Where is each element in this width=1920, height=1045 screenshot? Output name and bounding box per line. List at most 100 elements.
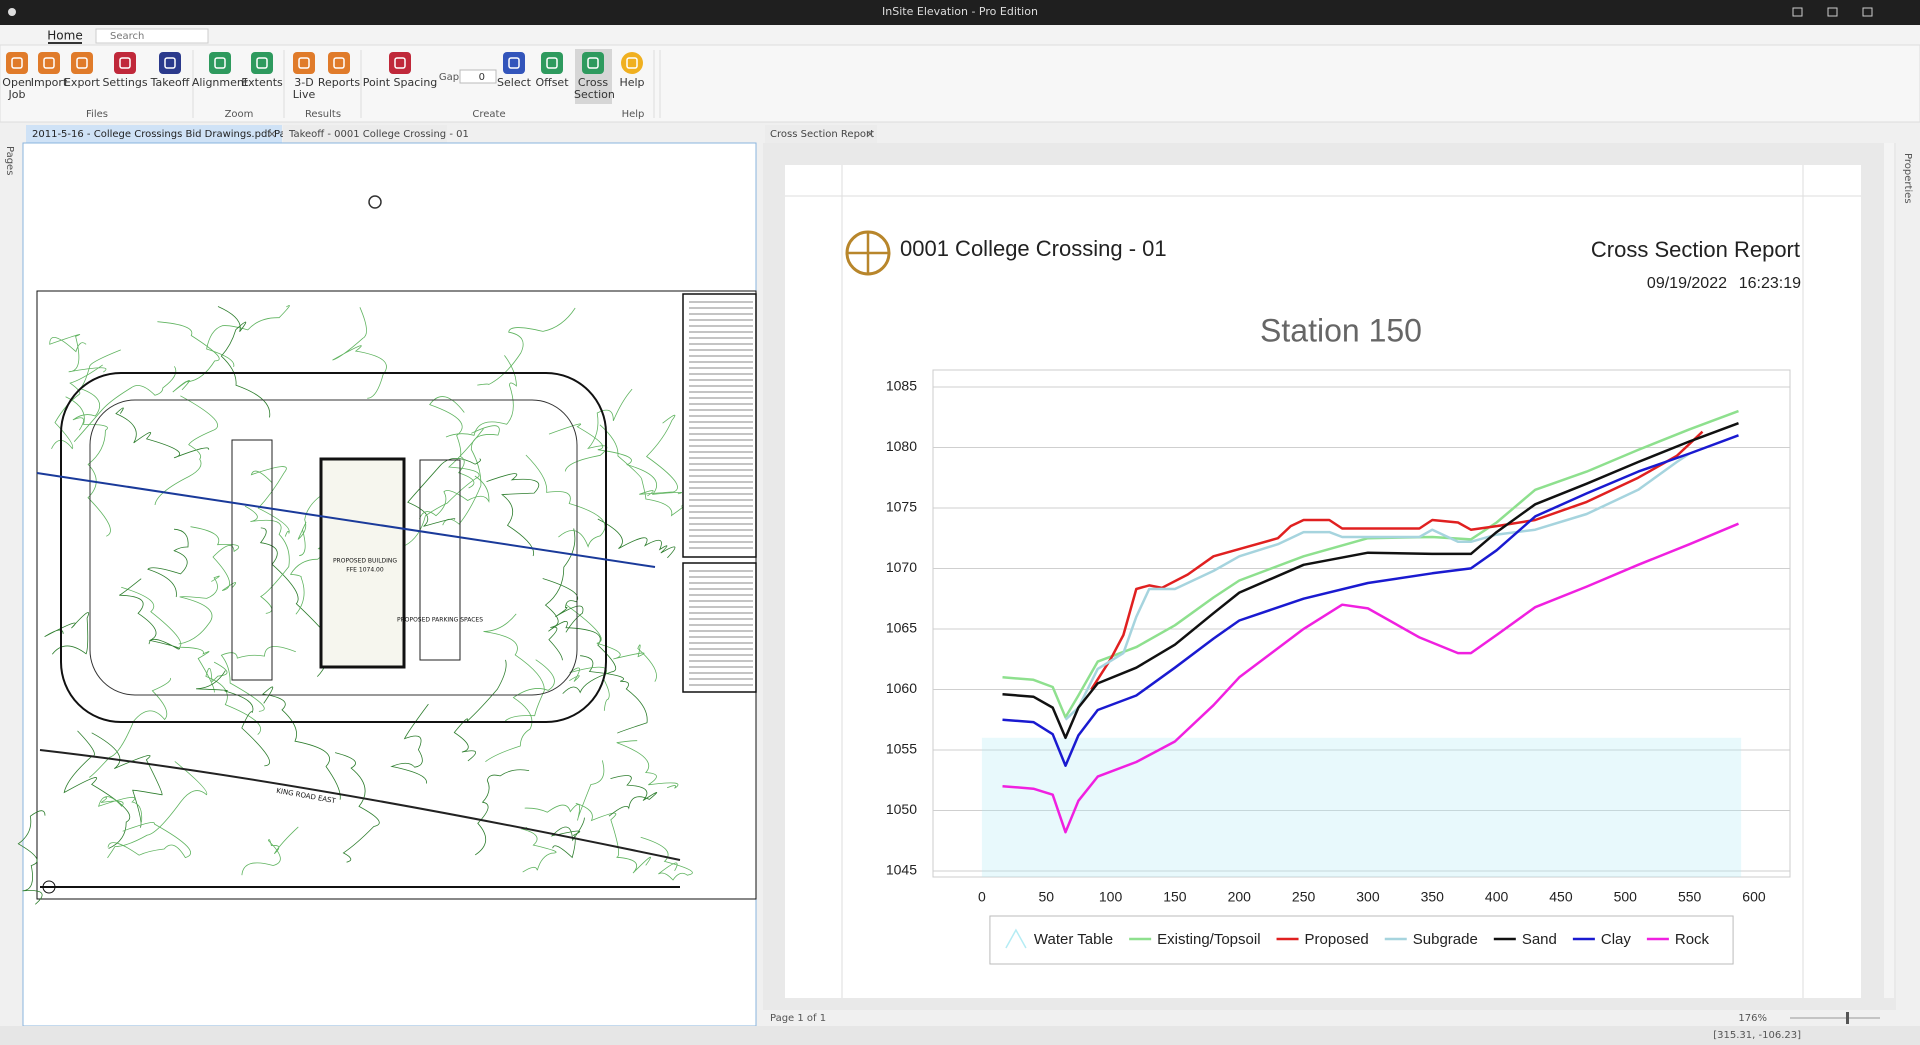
side-label[interactable]: Pages: [4, 146, 15, 175]
ribbon-button-label[interactable]: Import: [30, 76, 68, 89]
ribbon-icon[interactable]: [541, 52, 563, 74]
ribbon-button-label[interactable]: Export: [63, 76, 100, 89]
plan-contour: [544, 528, 576, 661]
ribbon-icon[interactable]: [38, 52, 60, 74]
x-tick-label: 100: [1099, 889, 1123, 905]
ribbon-icon[interactable]: [71, 52, 93, 74]
doc-tab[interactable]: Cross Section Report: [770, 129, 874, 140]
plan-contour: [548, 423, 683, 495]
tab-close[interactable]: [268, 130, 276, 138]
doc-tab-active[interactable]: [26, 125, 282, 143]
doc-tab[interactable]: Takeoff - 0001 College Crossing - 01: [288, 129, 469, 140]
ribbon-button-label[interactable]: Cross Section: [574, 76, 615, 101]
plan-building: [319, 457, 406, 669]
legend: Water Table Existing/Topsoil Proposed Subgr…: [989, 915, 1734, 965]
search-placeholder: Search: [110, 31, 144, 42]
doc-tab[interactable]: 2011-5-16 - College Crossings Bid Drawin…: [32, 129, 308, 140]
y-tick-label: 1080: [886, 438, 917, 454]
ribbon-button-label[interactable]: Takeoff: [150, 76, 190, 89]
ribbon-button-label[interactable]: Offset: [535, 76, 569, 89]
gap-value: 0: [479, 72, 485, 83]
ribbon-icon-glyph: [119, 57, 131, 69]
plan-contour: [147, 528, 189, 598]
window-title: InSite Elevation - Pro Edition: [882, 5, 1038, 18]
ribbon-button-label[interactable]: Extents: [241, 76, 283, 89]
plan-contour: [17, 810, 46, 905]
side-label[interactable]: Properties: [1902, 153, 1913, 204]
plan-contour: [332, 307, 387, 399]
plan-contour: [206, 305, 290, 368]
window-max-button[interactable]: [1827, 7, 1838, 17]
ribbon-tab[interactable]: Home: [47, 29, 82, 43]
plan-contour: [407, 458, 481, 527]
plan-contour: [486, 473, 540, 557]
y-tick-label: 1050: [886, 801, 917, 817]
report-time: 16:23:19: [1739, 275, 1801, 292]
ribbon-icon[interactable]: [251, 52, 273, 74]
ribbon-button-label[interactable]: Point Spacing: [362, 76, 438, 89]
ribbon-icon[interactable]: [621, 52, 643, 74]
plan-contour: [608, 775, 658, 817]
doc-tab[interactable]: [283, 125, 447, 143]
ribbon-button-label[interactable]: Alignment: [191, 76, 249, 89]
window-min-button[interactable]: [1792, 7, 1803, 17]
x-tick-label: 450: [1549, 889, 1573, 905]
ribbon-button-label[interactable]: 3-D Live: [292, 76, 316, 101]
plan-contour: [217, 306, 271, 418]
plan-contour: [597, 518, 676, 559]
ribbon-icon[interactable]: [582, 52, 604, 74]
gap-input[interactable]: [459, 69, 497, 84]
plan-contour: [524, 760, 605, 821]
plan-contour: [241, 826, 299, 876]
cursor: [368, 195, 382, 209]
bottom-bar: [0, 1026, 1920, 1045]
x-tick-label: 500: [1614, 889, 1638, 905]
plan-contour: [525, 454, 606, 548]
search-box[interactable]: [95, 28, 209, 44]
plan-label: PROPOSED BUILDING: [333, 558, 397, 565]
report-date: 09/19/2022: [1647, 275, 1727, 292]
plan-parking: [419, 459, 461, 661]
ribbon-icon[interactable]: [6, 52, 28, 74]
ribbon-button-label[interactable]: Reports: [317, 76, 361, 89]
plan-notes: [682, 562, 757, 693]
series-line: [1002, 522, 1739, 834]
ribbon-button-label[interactable]: Settings: [102, 76, 148, 89]
ribbon-button-label[interactable]: Select: [497, 76, 531, 89]
ribbon-button-label[interactable]: Open Job: [2, 76, 32, 101]
series-line: [1002, 422, 1739, 740]
tab-close[interactable]: [866, 130, 874, 138]
plan-contour: [335, 752, 380, 863]
ribbon-button-label[interactable]: Help: [619, 76, 645, 89]
zoom-thumb[interactable]: [1846, 1012, 1849, 1024]
ribbon-icon-glyph: [508, 57, 520, 69]
plan-contour: [599, 424, 686, 517]
legend-label: Proposed: [1305, 931, 1369, 948]
plan-contour: [445, 355, 517, 438]
ribbon-tabs-bar: [0, 25, 1920, 45]
series-line: [1064, 452, 1691, 721]
ribbon-icon[interactable]: [328, 52, 350, 74]
ribbon-icon-glyph: [546, 57, 558, 69]
plan-contour: [474, 769, 530, 856]
plan-contour: [640, 836, 693, 881]
plan-contour: [157, 321, 220, 393]
ribbon-icon[interactable]: [209, 52, 231, 74]
area: [981, 737, 1742, 877]
plan-contour: [154, 395, 218, 506]
ribbon-icon[interactable]: [503, 52, 525, 74]
legend-label: Water Table: [1034, 931, 1113, 948]
doc-tab[interactable]: [765, 125, 877, 143]
ribbon-icon[interactable]: [114, 52, 136, 74]
series-line: [1002, 409, 1739, 719]
plan-contour: [442, 425, 500, 526]
window-close-button[interactable]: [1862, 7, 1873, 17]
plan-parking: [231, 439, 273, 681]
ribbon-icon[interactable]: [159, 52, 181, 74]
y-tick-label: 1085: [886, 378, 917, 394]
ribbon-group-label: Results: [305, 109, 341, 120]
ribbon-icon[interactable]: [389, 52, 411, 74]
ribbon-icon[interactable]: [293, 52, 315, 74]
plan-contour: [44, 612, 90, 655]
